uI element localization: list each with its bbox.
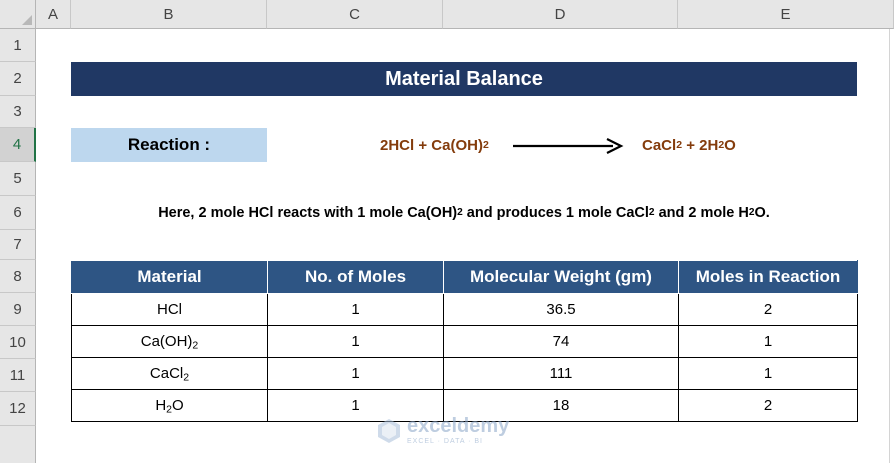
row-header-7[interactable]: 7 [0,230,36,260]
exceldemy-logo-icon [378,418,400,443]
table-row: CaCl2 1 111 1 [71,357,858,390]
row-header-1[interactable]: 1 [0,29,36,62]
column-header-d[interactable]: D [443,0,678,29]
material-text: H [155,397,167,414]
note-text-2: and produces 1 mole CaCl [462,205,649,221]
column-header-c[interactable]: C [267,0,443,29]
moles-cell[interactable]: 1 [267,389,444,422]
material-cell[interactable]: H2O [71,389,268,422]
table-header-row: Material No. of Moles Molecular Weight (… [71,260,858,294]
exceldemy-watermark: exceldemy EXCEL · DATA · BI [375,416,509,445]
reactants-equation[interactable]: 2HCl + Ca(OH) 2 [380,136,489,154]
row-header-4[interactable]: 4 [0,128,36,162]
material-text-post: O [172,397,184,414]
plus-sign: + [418,136,428,154]
product-cacl2: CaCl [642,136,677,154]
row-header-3[interactable]: 3 [0,96,36,128]
reaction-label-cell[interactable]: Reaction : [71,128,267,162]
note-text-1: Here, 2 mole HCl reacts with 1 mole Ca(O… [158,205,458,221]
row-header-2[interactable]: 2 [0,62,36,96]
reactant-hcl: 2HCl [380,136,415,154]
material-balance-title[interactable]: Material Balance [71,62,857,96]
row-header-5[interactable]: 5 [0,162,36,196]
plus-sign-2: + [686,136,695,154]
product-h2o-post: O [724,136,736,154]
moles-cell[interactable]: 1 [267,325,444,358]
molecular-weight-cell[interactable]: 111 [443,357,679,390]
table-row: Ca(OH)2 1 74 1 [71,325,858,358]
material-cell[interactable]: CaCl2 [71,357,268,390]
note-text-3: and 2 mole H [654,205,749,221]
sheet-edge [889,29,890,463]
molecular-weight-cell[interactable]: 36.5 [443,293,679,326]
header-molecular-weight[interactable]: Molecular Weight (gm) [443,260,679,294]
material-text: Ca(OH) [140,333,193,350]
products-equation[interactable]: CaCl 2 + 2H 2 O [642,136,736,154]
material-cell[interactable]: Ca(OH)2 [71,325,268,358]
moles-cell[interactable]: 1 [267,293,444,326]
moles-in-reaction-cell[interactable]: 2 [678,293,858,326]
column-header-e[interactable]: E [678,0,894,29]
molecular-weight-cell[interactable]: 74 [443,325,679,358]
table-row: HCl 1 36.5 2 [71,293,858,326]
table-row: H2O 1 18 2 [71,389,858,422]
material-text: HCl [157,301,182,318]
header-no-of-moles[interactable]: No. of Moles [267,260,444,294]
column-header-a[interactable]: A [36,0,71,29]
header-moles-in-reaction[interactable]: Moles in Reaction [678,260,858,294]
reactant-caoh2: Ca(OH) [431,136,483,154]
moles-in-reaction-cell[interactable]: 1 [678,325,858,358]
material-subscript: 2 [166,403,172,416]
row-header-8[interactable]: 8 [0,260,36,293]
moles-in-reaction-cell[interactable]: 1 [678,357,858,390]
reaction-description[interactable]: Here, 2 mole HCl reacts with 1 mole Ca(O… [158,205,770,221]
select-all-button[interactable] [0,0,36,29]
row-header-10[interactable]: 10 [0,326,36,359]
reaction-arrow-icon [513,138,624,154]
watermark-tagline: EXCEL · DATA · BI [407,438,483,445]
row-header-12[interactable]: 12 [0,392,36,426]
header-material[interactable]: Material [71,260,268,294]
row-header-6[interactable]: 6 [0,196,36,230]
material-text: CaCl [149,365,184,382]
material-subscript: 2 [192,339,199,352]
moles-in-reaction-cell[interactable]: 2 [678,389,858,422]
row-header-9[interactable]: 9 [0,293,36,326]
product-h2o-pre: 2H [699,136,719,154]
moles-cell[interactable]: 1 [267,357,444,390]
row-header-blank [0,426,36,463]
note-text-4: O. [754,205,770,221]
material-cell[interactable]: HCl [71,293,268,326]
row-header-11[interactable]: 11 [0,359,36,392]
material-table: Material No. of Moles Molecular Weight (… [71,260,858,422]
column-header-b[interactable]: B [71,0,267,29]
material-subscript: 2 [183,371,190,384]
watermark-name: exceldemy [407,415,510,437]
